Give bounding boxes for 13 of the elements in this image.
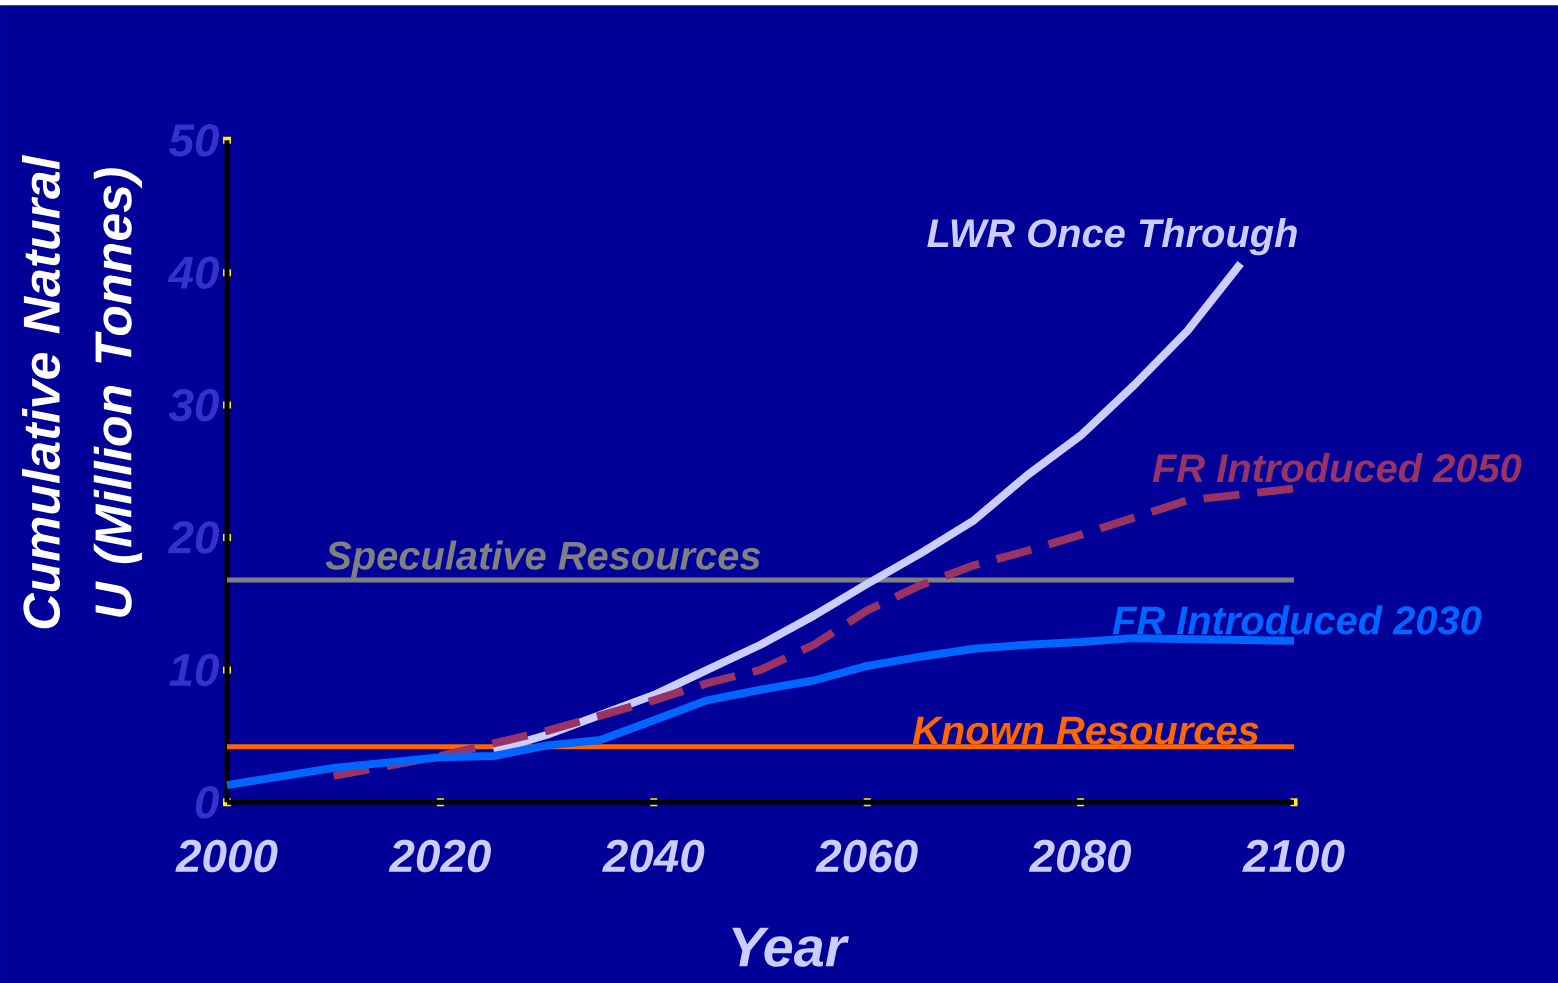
x-tick-label: 2100 (1242, 839, 1345, 873)
x-tick-label: 2040 (602, 839, 705, 873)
ref-line-label: Known Resources (912, 716, 1259, 745)
x-tick-label: 2000 (175, 839, 278, 873)
x-tick-label: 2020 (388, 839, 491, 873)
y-axis-title: Cumulative Natural U (Million Tonnes) (21, 154, 143, 629)
series-label: FR Introduced 2030 (1112, 605, 1482, 635)
x-axis-title: Year (732, 927, 849, 967)
ref-line-label: Speculative Resources (325, 540, 761, 578)
x-tick-label: 2080 (1028, 839, 1132, 873)
series-label: FR Introduced 2050 (1152, 452, 1522, 483)
series-label: LWR Once Through (927, 217, 1297, 256)
x-tick-label: 2060 (815, 839, 918, 873)
